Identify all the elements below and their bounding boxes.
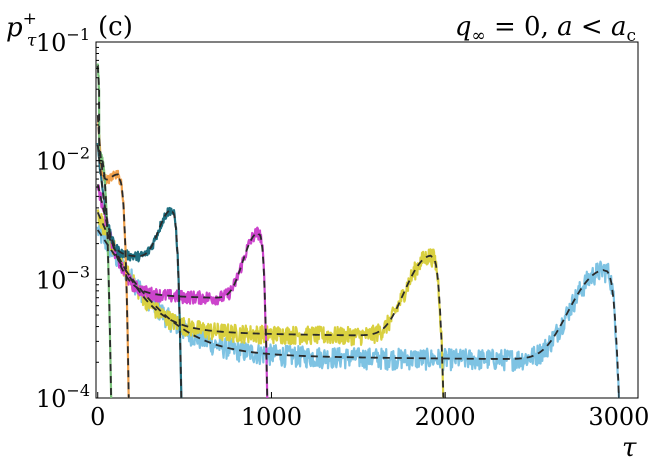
x-axis-ticks: 0 1000 2000 3000 [90,392,649,431]
y-axis-ticks: 10−4 10−3 10−2 10−1 [36,25,102,413]
theory-layer [96,65,620,398]
plot-frame [95,41,639,399]
theory-line-orange [96,115,130,398]
theory-line-skyblue [96,229,620,398]
panel-label: (c) [98,12,133,42]
y-tick-label: 10−4 [36,381,90,413]
x-tick-label: 2000 [415,403,476,431]
x-tick-label: 3000 [588,403,649,431]
chart-title: q∞ = 0, a < ac [455,12,636,46]
x-tick-label: 1000 [241,403,302,431]
y-tick-label: 10−3 [36,262,90,294]
x-axis-label: τ [622,433,637,463]
y-tick-label: 10−2 [36,144,90,176]
y-tick-label: 10−1 [36,25,90,57]
x-tick-label: 0 [90,403,105,431]
theory-line-teal [96,144,183,398]
theory-line-magenta [96,184,269,398]
y-axis-label: p+ τ [6,9,37,51]
series-line-yellow [96,209,445,398]
